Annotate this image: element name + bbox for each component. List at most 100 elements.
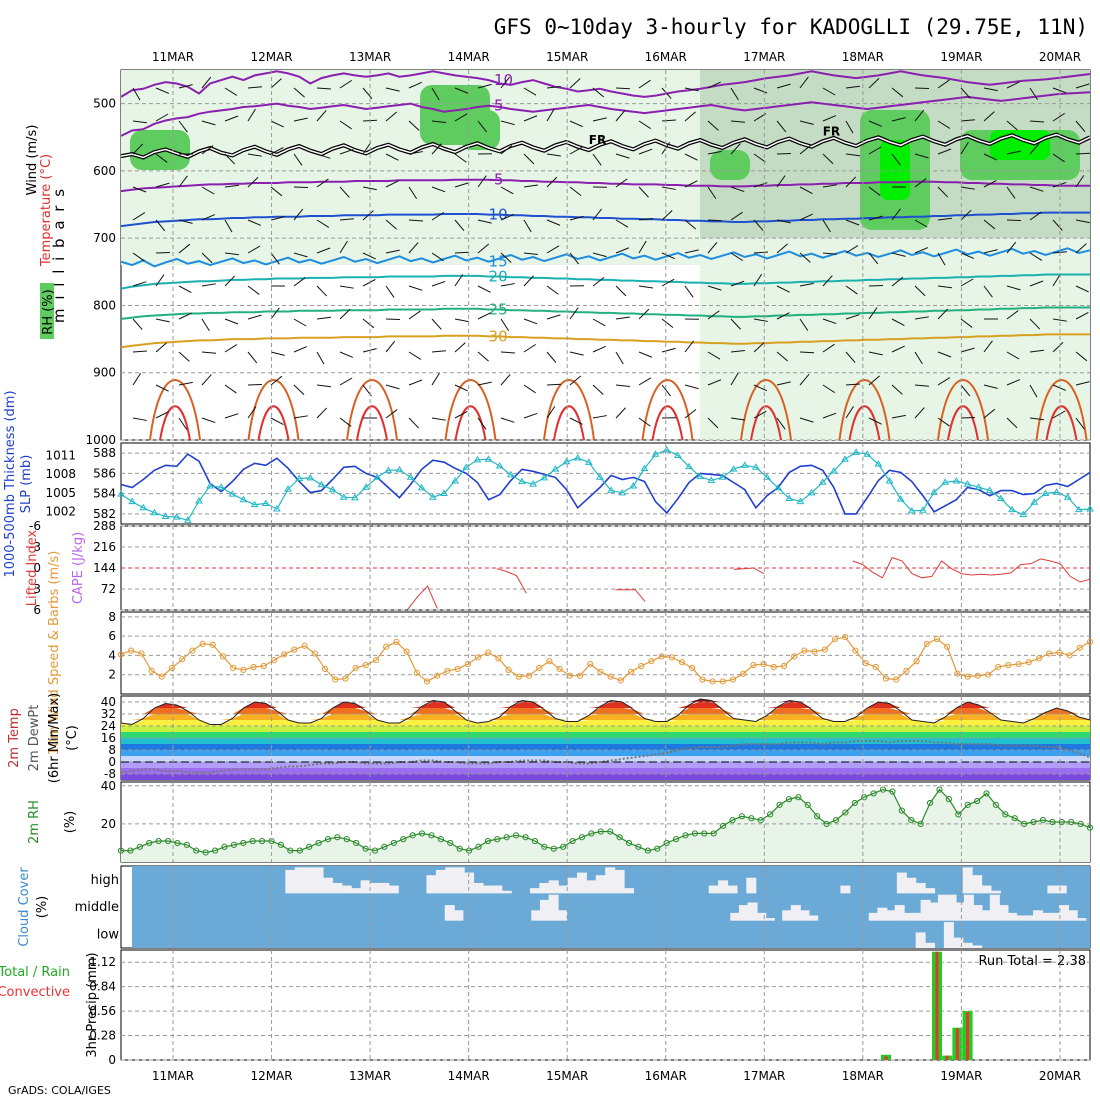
wind-barb: [385, 180, 399, 188]
rh2m-marker: [1039, 816, 1047, 824]
slp-marker: [707, 476, 716, 483]
wind-barb: [1029, 417, 1044, 421]
wind-speed-marker: [1046, 650, 1053, 657]
wind-speed-marker: [576, 672, 584, 679]
isotherm-line: [120, 91, 1091, 137]
wind-barb: [868, 307, 878, 320]
rh2m-marker: [955, 811, 962, 818]
cloud-bar: [896, 872, 907, 894]
wind-barb: [132, 372, 142, 386]
rh2m-marker: [672, 836, 680, 843]
wind-speed-marker: [933, 635, 941, 643]
precip-total-legend: Total / Rain: [0, 965, 70, 980]
wind-barb: [569, 215, 584, 221]
wind-barb: [845, 314, 860, 320]
rh2m-marker: [1049, 818, 1056, 826]
wind-barb: [408, 219, 424, 222]
rh2m-marker: [870, 790, 877, 797]
wind-speed-marker: [709, 678, 716, 685]
wind-barb: [523, 384, 536, 394]
cloud-bar: [576, 872, 587, 894]
slp-marker: [841, 455, 849, 462]
wind-speed-marker: [342, 675, 349, 682]
wind-barb: [707, 310, 720, 320]
wind-barb: [523, 184, 538, 188]
isotherm-label: 15: [489, 253, 508, 271]
wind-speed-line: [120, 636, 1091, 683]
rh2m-marker: [936, 786, 943, 793]
wind-barb: [362, 210, 374, 221]
wind-barb: [960, 119, 975, 122]
wind-barb: [408, 351, 422, 360]
date-tick-bottom: 11MAR: [152, 1069, 194, 1083]
rh2m-marker: [183, 841, 190, 848]
temp-unit-label: (°C): [65, 725, 80, 751]
rh2m-marker: [616, 834, 623, 841]
wind-barb: [753, 318, 768, 322]
wind-barb: [1006, 351, 1020, 360]
wind-barb: [500, 374, 511, 386]
wind-speed-marker: [281, 651, 288, 658]
temperature-band: [121, 774, 1090, 780]
cloud-bar: [453, 910, 464, 921]
wind-barb: [339, 148, 354, 155]
cloud-bar: [1050, 912, 1061, 921]
wind-barb: [753, 273, 763, 287]
wind-barb: [546, 108, 555, 122]
wind-barb: [408, 186, 418, 200]
wind-barb: [615, 407, 626, 419]
wind-barb: [316, 219, 330, 228]
wind-barb: [1052, 87, 1067, 94]
slp-marker: [785, 494, 794, 501]
date-tick-top: 16MAR: [645, 50, 687, 64]
wind-barb: [638, 120, 652, 130]
cloud-bar: [388, 885, 399, 894]
wind-barb: [638, 417, 651, 427]
date-tick-top: 14MAR: [448, 50, 490, 64]
date-tick-top: 19MAR: [940, 50, 982, 64]
wind-barb: [799, 144, 812, 155]
wind-speed-marker: [689, 664, 696, 672]
rh2m-marker: [776, 801, 783, 808]
wind-barb: [270, 252, 280, 265]
wind-barb: [201, 145, 214, 155]
wind-barb: [868, 417, 882, 425]
cloud-bar: [539, 899, 550, 921]
wind-axis-label: 10m Wind Speed & Barbs (m/s): [47, 551, 62, 756]
y-tick: 4: [108, 648, 116, 662]
wind-barb: [592, 384, 604, 395]
cloud-bar: [1024, 915, 1035, 921]
freezing-level-label: FR: [823, 124, 840, 138]
cloud-bar: [962, 867, 973, 894]
wind-barb: [431, 211, 445, 221]
rh2m-marker: [484, 837, 492, 845]
wind-barb: [822, 153, 834, 165]
li-tick: -6: [29, 519, 41, 533]
wind-barb: [385, 340, 396, 353]
wind-barb: [753, 182, 768, 188]
cloud-bar: [877, 907, 888, 921]
wind-speed-marker: [117, 651, 125, 658]
wind-barb: [1006, 285, 1021, 291]
wind-barb: [868, 146, 882, 155]
wind-barb: [937, 79, 950, 89]
wind-barb: [316, 351, 325, 365]
wind-barb: [960, 278, 974, 287]
wind-barb: [247, 245, 261, 254]
cloud-bar: [557, 910, 568, 921]
wind-barb: [224, 413, 239, 419]
slp-marker: [261, 499, 270, 506]
wind-barb: [477, 351, 489, 362]
wind-barb: [891, 117, 906, 122]
wind-panel-frame: [120, 611, 1091, 695]
wind-speed-marker: [158, 673, 165, 680]
cloud-bar: [426, 875, 437, 894]
precip-convective-bar: [935, 951, 939, 1060]
wind-barb: [1029, 349, 1044, 353]
cloud-bar: [946, 894, 957, 921]
rh2m-marker: [832, 816, 840, 824]
slp-marker: [573, 453, 582, 461]
wind-barb: [776, 351, 789, 362]
wind-barb: [1029, 318, 1041, 330]
